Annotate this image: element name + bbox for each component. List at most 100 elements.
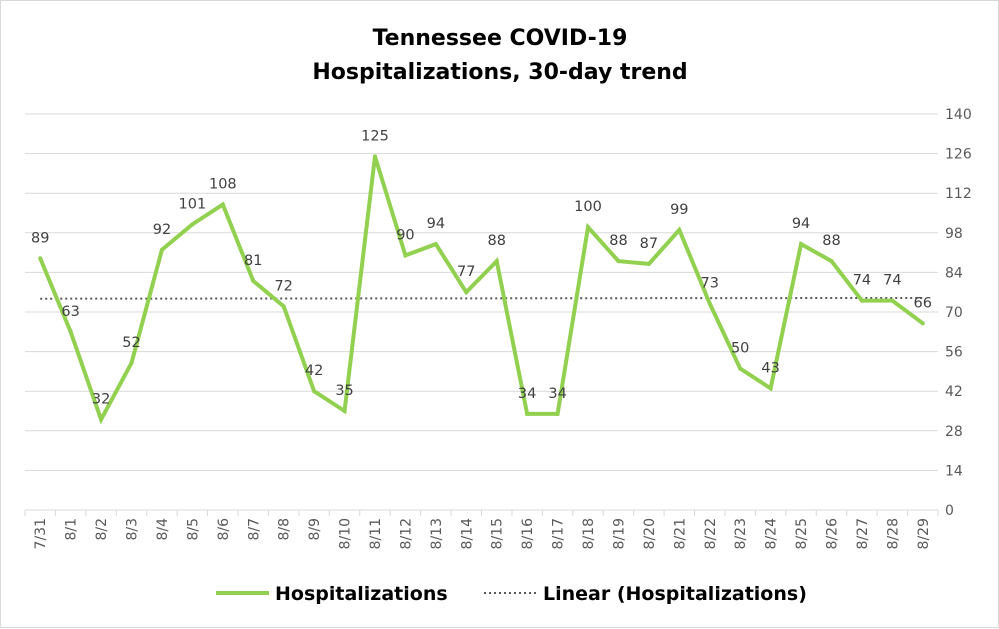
x-tick-label: 8/15 [490, 518, 506, 549]
y-tick-label: 70 [945, 305, 963, 321]
x-tick-label: 8/21 [672, 518, 688, 549]
data-label: 73 [701, 276, 719, 292]
data-label: 99 [670, 202, 688, 218]
trendline-path [40, 296, 923, 300]
data-label: 108 [209, 177, 237, 193]
y-tick-label: 98 [945, 226, 963, 242]
data-point [920, 321, 925, 326]
data-point [555, 411, 560, 416]
x-tick-label: 8/24 [764, 518, 780, 550]
data-point [220, 202, 225, 207]
legend-label-hospitalizations: Hospitalizations [275, 583, 448, 605]
data-label: 42 [305, 363, 323, 379]
data-point [281, 304, 286, 309]
series-hospitalizations [38, 154, 925, 425]
data-point [677, 227, 682, 232]
data-point [433, 242, 438, 247]
legend-label-trendline: Linear (Hospitalizations) [543, 583, 807, 605]
y-tick-label: 56 [945, 345, 963, 361]
data-point [99, 417, 104, 422]
data-label: 88 [609, 233, 627, 249]
data-label: 50 [731, 341, 749, 357]
x-tick-label: 8/20 [642, 518, 658, 549]
data-point [403, 253, 408, 258]
data-label: 77 [457, 264, 475, 280]
data-label: 88 [822, 233, 840, 249]
data-point [38, 256, 43, 261]
x-tick-label: 8/8 [277, 518, 293, 541]
x-tick-label: 8/16 [520, 518, 536, 550]
data-label: 34 [548, 386, 566, 402]
x-tick-label: 8/7 [246, 518, 262, 541]
y-tick-label: 14 [945, 463, 963, 479]
data-label: 89 [31, 230, 49, 246]
data-point [129, 360, 134, 365]
data-label: 74 [853, 273, 871, 289]
data-label: 74 [883, 273, 901, 289]
y-tick-label: 0 [945, 503, 954, 519]
x-tick-label: 8/25 [794, 518, 810, 549]
x-tick-label: 8/10 [338, 518, 354, 549]
data-point [68, 329, 73, 334]
chart-title-line-1: Tennessee COVID-19 [373, 26, 628, 51]
x-tick-label: 8/26 [824, 518, 840, 550]
chart-title: Tennessee COVID-19 Hospitalizations, 30-… [312, 26, 687, 85]
data-point [738, 366, 743, 371]
x-tick-label: 8/9 [307, 518, 323, 541]
data-point [525, 411, 530, 416]
data-label: 125 [361, 128, 389, 144]
x-tick-label: 8/23 [733, 518, 749, 549]
data-point [372, 154, 377, 159]
x-tick-label: 8/28 [885, 518, 901, 549]
trendline [40, 296, 923, 300]
data-label: 66 [914, 295, 932, 311]
x-tick-label: 8/13 [429, 518, 445, 549]
data-label: 87 [640, 236, 658, 252]
y-axis: 0 14 28 42 56 70 84 98 112 126 140 [945, 107, 972, 519]
y-tick-label: 28 [945, 424, 963, 440]
x-tick-label: 8/4 [155, 518, 171, 541]
data-point [159, 247, 164, 252]
x-tick-label: 8/18 [581, 518, 597, 549]
data-label: 94 [792, 216, 810, 232]
x-axis: 7/31 8/1 8/2 8/3 8/4 8/5 8/6 8/7 8/8 8/9 8/10 8/11 8… [24, 509, 939, 550]
data-label: 81 [244, 253, 262, 269]
x-tick-label: 8/11 [368, 518, 384, 549]
data-point [768, 386, 773, 391]
data-point [646, 261, 651, 266]
y-tick-label: 42 [945, 384, 963, 400]
x-tick-label: 8/14 [459, 518, 475, 550]
x-tick-label: 8/27 [855, 518, 871, 549]
data-label: 92 [153, 222, 171, 238]
x-tick-label: 8/12 [398, 518, 414, 549]
x-tick-label: 8/29 [916, 518, 932, 549]
x-tick-label: 8/22 [703, 518, 719, 549]
data-point [616, 259, 621, 264]
y-tick-label: 140 [945, 107, 972, 123]
data-label: 63 [61, 304, 79, 320]
data-point [190, 222, 195, 227]
data-point [251, 278, 256, 283]
x-tick-label: 8/1 [64, 518, 80, 541]
data-label: 90 [396, 227, 414, 243]
data-label: 34 [518, 386, 536, 402]
data-label: 100 [574, 199, 602, 215]
y-tick-label: 112 [945, 186, 972, 202]
x-tick-label: 8/19 [611, 518, 627, 549]
x-tick-label: 7/31 [33, 518, 49, 549]
series-line [38, 155, 924, 425]
x-tick-label: 8/6 [216, 518, 232, 541]
x-tick-label: 8/2 [94, 518, 110, 541]
legend: Hospitalizations Linear (Hospitalization… [216, 583, 807, 605]
data-point [707, 301, 712, 306]
x-tick-label: 8/17 [551, 518, 567, 549]
gridlines [25, 113, 938, 471]
data-label: 94 [427, 216, 445, 232]
data-point [799, 242, 804, 247]
data-point [342, 409, 347, 413]
data-point [586, 225, 591, 230]
data-label: 32 [92, 391, 110, 407]
chart-title-line-2: Hospitalizations, 30-day trend [312, 60, 687, 85]
